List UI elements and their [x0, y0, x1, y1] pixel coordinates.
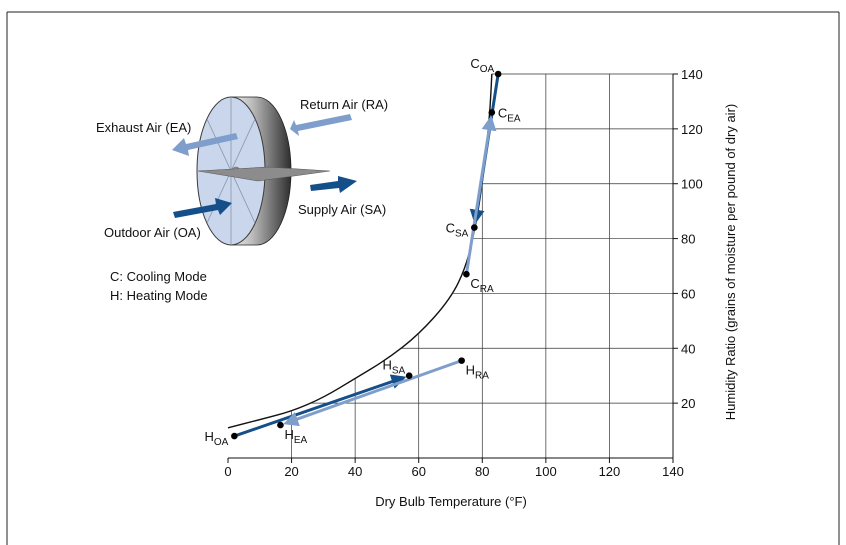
x-tick-label-0: 0	[224, 464, 231, 479]
x-tick-label-80: 80	[475, 464, 489, 479]
heating-mode-label: H: Heating Mode	[110, 288, 208, 303]
return-air-label: Return Air (RA)	[300, 97, 388, 112]
energy-wheel-illustration: Exhaust Air (EA) Return Air (RA) Supply …	[96, 96, 388, 303]
x-tick-label-100: 100	[535, 464, 557, 479]
point-label-C_OA: COA	[470, 56, 494, 75]
x-tick-label-40: 40	[348, 464, 362, 479]
outdoor-air-label: Outdoor Air (OA)	[104, 225, 201, 240]
point-label-H_SA: HSA	[382, 358, 405, 377]
point-label-H_RA: HRA	[466, 363, 490, 382]
chart-axes: 0 20 40 60 80 100 120 140 20 40 60 80 100 120 140	[224, 67, 702, 479]
x-tick-label-60: 60	[411, 464, 425, 479]
arrow-C_RA-to-C_EA	[464, 115, 497, 275]
wheel-divider-plate	[197, 166, 331, 182]
y-tick-label-140: 140	[681, 67, 703, 82]
point-H_SA	[405, 372, 413, 380]
exhaust-air-arrow-icon	[172, 133, 238, 156]
point-label-C_EA: CEA	[498, 105, 521, 124]
x-axis-title: Dry Bulb Temperature (°F)	[375, 494, 527, 509]
point-C_RA	[463, 270, 470, 278]
point-H_OA	[231, 432, 238, 440]
y-axis-title: Humidity Ratio (grains of moisture per p…	[723, 104, 738, 420]
point-H_EA	[277, 421, 284, 429]
state-points: COA CEA CSA CRA HOA HEA HSA HRA	[205, 56, 521, 448]
exhaust-air-label: Exhaust Air (EA)	[96, 120, 191, 135]
y-tick-label-60: 60	[681, 286, 695, 301]
point-C_OA	[494, 70, 502, 78]
outdoor-air-arrow-icon	[173, 198, 232, 218]
cooling-mode-label: C: Cooling Mode	[110, 269, 207, 284]
point-C_SA	[471, 224, 478, 231]
point-label-H_OA: HOA	[205, 429, 229, 448]
supply-air-arrow-icon	[310, 176, 357, 193]
y-tick-label-40: 40	[681, 341, 695, 356]
y-tick-label-80: 80	[681, 232, 695, 247]
y-tick-label-120: 120	[681, 122, 703, 137]
point-label-H_EA: HEA	[284, 427, 307, 446]
point-H_RA	[458, 357, 465, 364]
arrow-H_RA-to-H_EA	[283, 359, 463, 427]
y-tick-label-20: 20	[681, 396, 695, 411]
x-tick-label-140: 140	[662, 464, 684, 479]
arrow-H_OA-to-H_SA	[233, 374, 407, 438]
supply-air-label: Supply Air (SA)	[298, 202, 386, 217]
return-air-arrow-icon	[290, 114, 352, 136]
point-label-C_RA: CRA	[470, 276, 494, 295]
y-tick-label-100: 100	[681, 177, 703, 192]
figure-frame	[6, 11, 840, 545]
x-tick-label-20: 20	[284, 464, 298, 479]
point-C_EA	[488, 109, 496, 116]
x-tick-label-120: 120	[599, 464, 621, 479]
process-arrows	[233, 73, 500, 438]
point-label-C_SA: CSA	[446, 221, 469, 240]
